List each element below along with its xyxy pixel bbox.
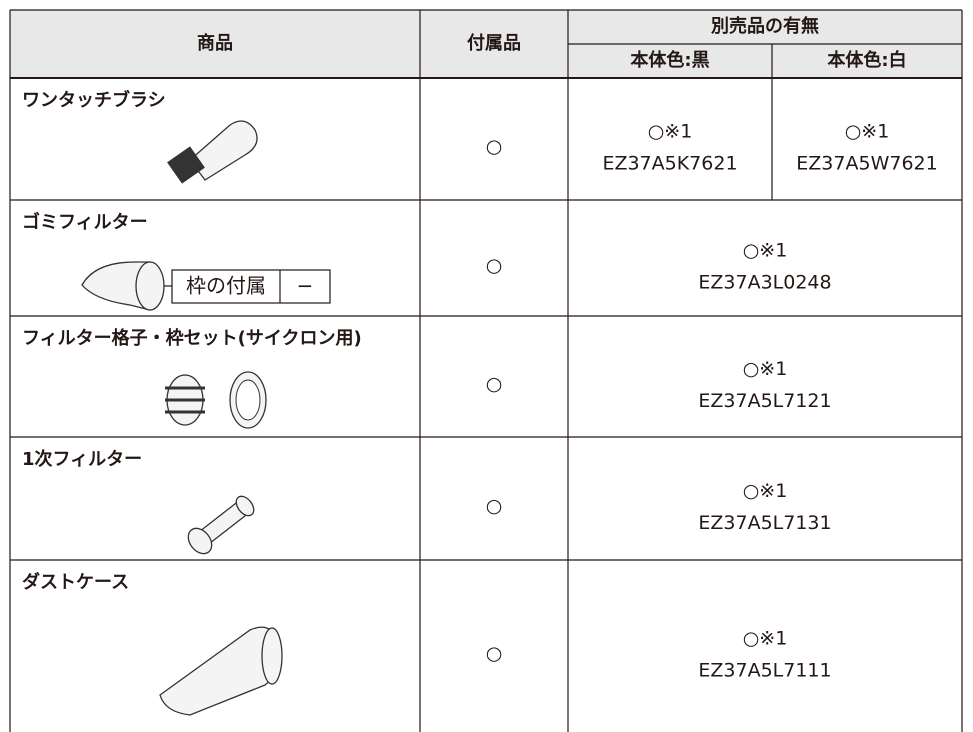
brush-illustration: [167, 120, 258, 184]
included-mark: ○: [486, 373, 503, 395]
option-mark: ○※1: [743, 240, 788, 262]
callout-value: −: [297, 274, 314, 298]
table-lines: [9, 9, 963, 732]
callout-label: 枠の付属: [186, 274, 266, 298]
row-name: ダストケース: [22, 571, 129, 593]
included-mark: ○: [486, 643, 503, 665]
part-number: EZ37A5K7621: [602, 153, 737, 175]
included-mark: ○: [486, 495, 503, 517]
part-number: EZ37A5W7621: [796, 153, 937, 175]
row-name: ゴミフィルター: [22, 211, 148, 233]
dust-filter-illustration: [81, 261, 331, 311]
part-number: EZ37A5L7121: [698, 390, 831, 412]
grid-frame-illustration: [165, 371, 267, 429]
option-mark: ○※1: [743, 628, 788, 650]
part-number: EZ37A5L7111: [698, 660, 831, 682]
part-number: EZ37A5L7131: [698, 512, 831, 534]
header-optional: 別売品の有無: [711, 15, 819, 37]
header-white: 本体色:白: [827, 49, 906, 71]
option-mark: ○※1: [743, 358, 788, 380]
row-name: 1次フィルター: [22, 448, 142, 470]
row-name: フィルター格子・枠セット(サイクロン用): [22, 327, 362, 349]
header-included: 付属品: [467, 32, 521, 54]
option-mark: ○※1: [648, 121, 693, 143]
included-mark: ○: [486, 255, 503, 277]
header-black: 本体色:黒: [630, 49, 709, 71]
row-name: ワンタッチブラシ: [22, 89, 166, 111]
header-product: 商品: [197, 32, 233, 54]
part-number: EZ37A3L0248: [698, 272, 831, 294]
option-mark: ○※1: [845, 121, 890, 143]
included-mark: ○: [486, 136, 503, 158]
option-mark: ○※1: [743, 480, 788, 502]
primary-filter-illustration: [187, 495, 255, 555]
dust-case-illustration: [159, 626, 283, 716]
